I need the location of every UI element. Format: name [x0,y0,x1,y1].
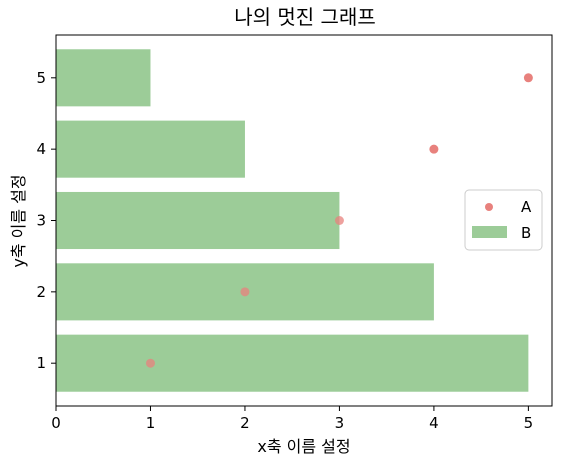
point-3 [334,216,344,225]
legend: A B [464,189,543,251]
y-tick-label-4: 4 [36,140,46,158]
x-tick-label-4: 4 [429,414,439,432]
chart-title: 나의 멋진 그래프 [234,5,376,29]
x-tick-label-0: 0 [51,414,61,432]
bar-3 [56,191,340,250]
legend-label-a: A [521,198,532,216]
x-tick-label-3: 3 [335,414,345,432]
y-tick-label-1: 1 [36,354,46,372]
bar-1 [56,334,529,392]
bar-4 [56,120,245,178]
bar-5 [56,49,151,107]
legend-marker-b [472,226,507,238]
y-axis: 1 2 3 4 5 [36,69,56,372]
point-5 [523,73,533,83]
y-tick-label-5: 5 [36,69,46,87]
bar-series-b [56,49,529,392]
scatter-series-a [145,73,533,368]
point-4 [429,144,439,154]
legend-marker-a [485,203,493,211]
legend-label-b: B [521,224,531,242]
x-axis-label: x축 이름 설정 [257,437,350,456]
point-1 [145,358,155,368]
y-axis-label: y축 이름 설정 [9,174,28,267]
x-axis: 0 1 2 3 4 5 [51,406,533,432]
y-tick-label-3: 3 [36,212,46,230]
y-tick-label-2: 2 [36,283,46,301]
x-tick-label-5: 5 [524,414,534,432]
x-tick-label-2: 2 [240,414,250,432]
x-tick-label-1: 1 [146,414,156,432]
point-2 [240,287,250,297]
